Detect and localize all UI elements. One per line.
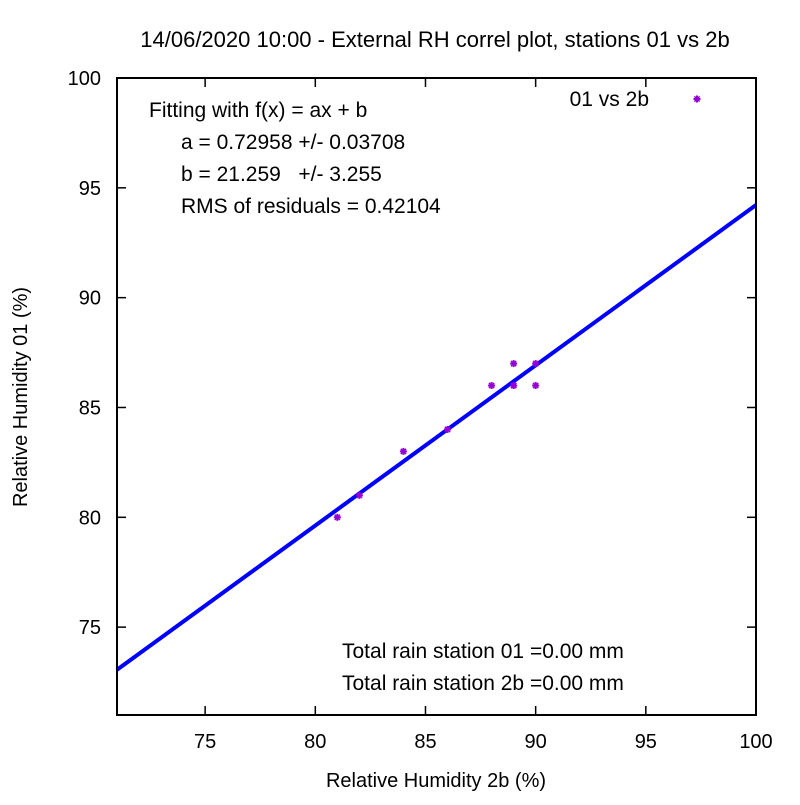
fit-param-a: a = 0.72958 +/- 0.03708: [181, 131, 405, 154]
fit-line-layer: [115, 203, 758, 672]
marker-stroke: [532, 360, 539, 367]
data-point: [333, 513, 341, 521]
legend-marker: [693, 95, 701, 103]
marker-stroke: [356, 492, 363, 499]
legend-label: 01 vs 2b: [570, 88, 649, 111]
ticks-layer: 75 80 85 90 95 100 75 80 85 90 95 100: [68, 68, 773, 753]
rain-station-01: Total rain station 01 =0.00 mm: [342, 640, 624, 663]
marker-stroke: [693, 95, 701, 103]
marker-stroke: [444, 426, 451, 433]
data-point: [510, 360, 518, 368]
data-point: [488, 382, 496, 390]
y-axis-label: Relative Humidity 01 (%): [10, 287, 32, 507]
legend-marker-symbol: [693, 95, 701, 103]
plot-frame: [116, 77, 757, 716]
data-point: [444, 425, 452, 433]
marker-stroke: [532, 382, 539, 389]
marker-stroke: [510, 382, 517, 389]
marker-stroke: [400, 448, 407, 455]
x-tick-label: 85: [414, 731, 436, 753]
data-point: [399, 447, 407, 455]
data-point: [510, 382, 518, 390]
y-tick-label: 85: [79, 397, 101, 419]
data-point: [532, 382, 540, 390]
data-point: [355, 491, 363, 499]
x-tick-label: 95: [635, 731, 657, 753]
x-tick-label: 100: [739, 731, 772, 753]
y-tick-label: 75: [79, 617, 101, 639]
marker-stroke: [510, 360, 517, 367]
marker-stroke: [334, 514, 341, 521]
data-point: [532, 360, 540, 368]
fit-line: [115, 203, 758, 672]
y-tick-label: 100: [68, 68, 101, 90]
rain-station-2b: Total rain station 2b =0.00 mm: [342, 672, 624, 695]
x-tick-label: 75: [194, 731, 216, 753]
chart-title: 14/06/2020 10:00 - External RH correl pl…: [140, 27, 729, 52]
y-tick-label: 95: [79, 178, 101, 200]
fit-rms: RMS of residuals = 0.42104: [181, 195, 441, 218]
x-tick-label: 90: [525, 731, 547, 753]
fit-heading: Fitting with f(x) = ax + b: [149, 99, 367, 122]
data-points-layer: [333, 360, 540, 521]
x-tick-label: 80: [304, 731, 326, 753]
fit-param-b: b = 21.259 +/- 3.255: [181, 163, 382, 186]
y-tick-label: 90: [79, 288, 101, 310]
x-axis-label: Relative Humidity 2b (%): [326, 770, 546, 792]
y-tick-label: 80: [79, 507, 101, 529]
marker-stroke: [488, 382, 495, 389]
